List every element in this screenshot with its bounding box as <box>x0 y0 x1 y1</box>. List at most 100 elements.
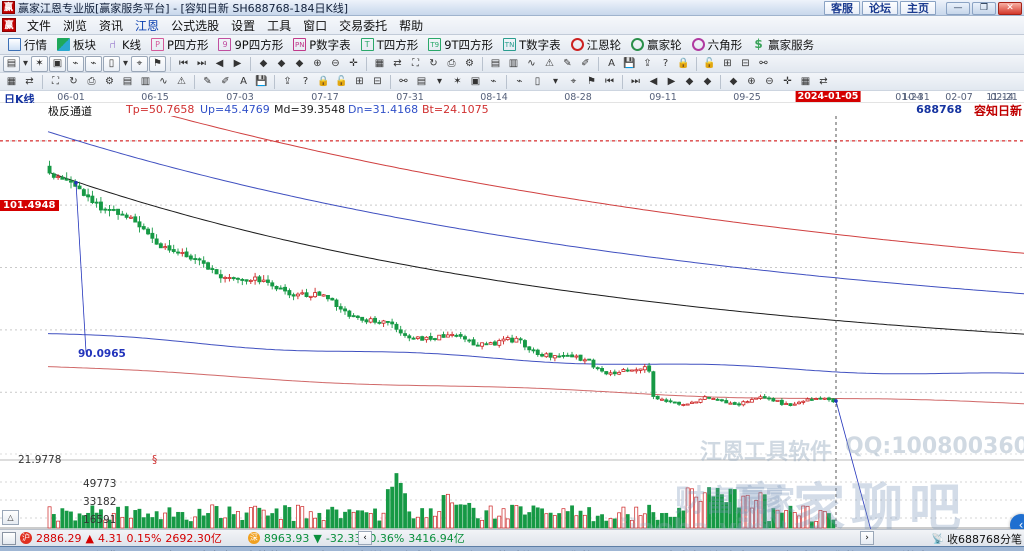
menu-item-formula[interactable]: 公式选股 <box>171 18 220 33</box>
menu-item-settings[interactable]: 设置 <box>231 18 256 33</box>
box-icon[interactable]: 💾 <box>255 76 268 87</box>
delete-icon[interactable]: ◆ <box>703 76 712 87</box>
text-icon[interactable]: A <box>608 58 615 69</box>
note-icon[interactable]: ✎ <box>563 58 572 69</box>
scroll-right-button[interactable]: › <box>860 531 874 545</box>
calendar-icon[interactable]: ▤ <box>3 55 20 72</box>
diamond-left-icon[interactable]: ◆ <box>259 58 268 69</box>
square-grid-icon[interactable]: 🔒 <box>317 76 330 87</box>
eraser-icon[interactable]: ⚑ <box>587 76 596 87</box>
close-icon[interactable]: ✕ <box>998 1 1022 15</box>
ruler-icon[interactable]: ⇪ <box>283 76 292 87</box>
menu-item-help[interactable]: 帮助 <box>399 18 424 33</box>
last-page-icon[interactable]: ⏭ <box>197 58 206 69</box>
redo-icon[interactable]: ⊕ <box>747 76 756 87</box>
wave-up-icon[interactable]: ⌁ <box>67 55 84 72</box>
fan3-icon[interactable]: ⎙ <box>87 76 96 87</box>
homepage-button[interactable]: 主页 <box>900 1 936 15</box>
sidebar-collapse-button[interactable]: ‹ <box>1010 514 1024 529</box>
draw-icon[interactable]: ✐ <box>581 58 590 69</box>
toolbar-quotes-button[interactable]: 行情 <box>3 37 52 53</box>
wave-down-icon[interactable]: ⌁ <box>85 55 102 72</box>
crosshair2-icon[interactable]: ◀ <box>649 76 658 87</box>
info-icon[interactable]: ▦ <box>800 76 811 87</box>
toolbar-sector-button[interactable]: 板块 <box>52 37 101 53</box>
fan1-icon[interactable]: ⛶ <box>52 76 59 87</box>
vector-icon[interactable]: ⌁ <box>516 76 523 87</box>
channel-icon[interactable]: 🔓 <box>335 76 348 87</box>
dropdown-caret2-icon[interactable]: ▾ <box>122 58 129 69</box>
export-icon[interactable]: ⇪ <box>643 58 652 69</box>
zoom-icon[interactable]: ◆ <box>685 76 694 87</box>
next-icon[interactable]: ▶ <box>233 58 242 69</box>
target-icon[interactable]: ✐ <box>221 76 230 87</box>
menu-item-browse[interactable]: 浏览 <box>63 18 88 33</box>
lock-icon[interactable]: 🔒 <box>677 58 690 69</box>
gear2-icon[interactable]: ✛ <box>783 76 792 87</box>
indicator-icon[interactable]: ∿ <box>527 58 536 69</box>
globe-icon[interactable]: ⊖ <box>765 76 774 87</box>
magnet-icon[interactable]: ⌖ <box>131 55 148 72</box>
merge-icon[interactable]: ⊟ <box>741 58 750 69</box>
clipboard-icon[interactable]: ▣ <box>49 55 66 72</box>
pan-icon[interactable]: ✛ <box>349 58 358 69</box>
link-icon[interactable]: ⚯ <box>759 58 768 69</box>
retracement-icon[interactable]: ⊞ <box>355 76 364 87</box>
circle-cross-icon[interactable]: ▥ <box>140 76 151 87</box>
chart-canvas[interactable] <box>0 116 1024 529</box>
unlock-icon[interactable]: 🔓 <box>703 58 716 69</box>
toolbar-p9-square-button[interactable]: 9 9P四方形 <box>213 37 288 53</box>
angle-icon[interactable]: ✎ <box>203 76 212 87</box>
spiral-icon[interactable]: ⚙ <box>105 76 114 87</box>
help-icon[interactable]: ? <box>662 58 669 69</box>
toolbar-p-square-button[interactable]: P P四方形 <box>146 37 213 53</box>
diamond-right-icon[interactable]: ◆ <box>277 58 286 69</box>
grid-icon[interactable]: ▦ <box>374 58 385 69</box>
toolbar-t-square-button[interactable]: T T四方形 <box>356 37 424 53</box>
date-axis[interactable]: 日K线 06-01 06-15 07-03 07-17 07-31 08-14 08-28 0… <box>0 91 1024 106</box>
menu-item-gann[interactable]: 江恩 <box>135 18 160 33</box>
maximize-icon[interactable]: ❐ <box>972 1 996 15</box>
menu-item-news[interactable]: 资讯 <box>99 18 124 33</box>
menu-item-window[interactable]: 窗口 <box>303 18 328 33</box>
zoom-in-icon[interactable]: ⊕ <box>313 58 322 69</box>
scroll-left-button[interactable]: ‹ <box>358 531 372 545</box>
market-grid-icon[interactable] <box>2 531 16 545</box>
compare-icon[interactable]: ⇄ <box>393 58 402 69</box>
split-icon[interactable]: ⊞ <box>723 58 732 69</box>
menu-item-tools[interactable]: 工具 <box>267 18 292 33</box>
alert-icon[interactable]: ⚠ <box>545 58 554 69</box>
chain-icon[interactable]: ⇄ <box>819 76 828 87</box>
speed-icon[interactable]: ✶ <box>453 76 462 87</box>
settings-icon[interactable]: ⚙ <box>465 58 474 69</box>
ellipse-icon[interactable]: ▯ <box>534 76 541 87</box>
pointer-icon[interactable]: ⌖ <box>570 76 577 87</box>
wave-icon[interactable]: ▤ <box>416 76 427 87</box>
prev-icon[interactable]: ◀ <box>215 58 224 69</box>
color-icon[interactable]: ⏮ <box>605 76 614 87</box>
toolbar-t9-square-button[interactable]: T9 9T四方形 <box>423 37 498 53</box>
n2-icon[interactable]: ⚠ <box>177 76 186 87</box>
polygon-icon[interactable]: ▾ <box>552 76 559 87</box>
layers-icon[interactable]: ▤ <box>490 58 501 69</box>
print-icon[interactable]: ⎙ <box>447 58 456 69</box>
first-page-icon[interactable]: ⏮ <box>179 58 188 69</box>
zoom-out-icon[interactable]: ⊖ <box>331 58 340 69</box>
candle-icon[interactable]: ▯ <box>103 55 120 72</box>
flag-icon[interactable]: ⚑ <box>149 55 166 72</box>
fullscreen-icon[interactable]: ⛶ <box>412 58 419 69</box>
fork-icon[interactable]: ⇄ <box>25 76 34 87</box>
pen-icon[interactable]: ▦ <box>6 76 17 87</box>
toolbar-service-button[interactable]: $ 赢家服务 <box>747 37 819 53</box>
chart-area[interactable]: 江恩工具软件 QQ:100800360 赢家聊吧 财富赢家 jiaoba.vip… <box>0 116 1024 529</box>
cycle-icon[interactable]: ⚯ <box>399 76 408 87</box>
save-icon[interactable]: 💾 <box>623 58 636 69</box>
grid2-icon[interactable]: ∿ <box>159 76 168 87</box>
refresh-icon[interactable]: ↻ <box>429 58 438 69</box>
star-icon[interactable]: A <box>240 76 247 87</box>
crosshair-grid-icon[interactable]: ✶ <box>31 55 48 72</box>
toolbar-p-number-button[interactable]: PN P数字表 <box>288 37 355 53</box>
toolbar-hexagon-button[interactable]: 六角形 <box>687 37 748 53</box>
lasso-icon[interactable]: ⏭ <box>631 76 640 87</box>
expand-panel-button[interactable]: △ <box>2 510 19 525</box>
